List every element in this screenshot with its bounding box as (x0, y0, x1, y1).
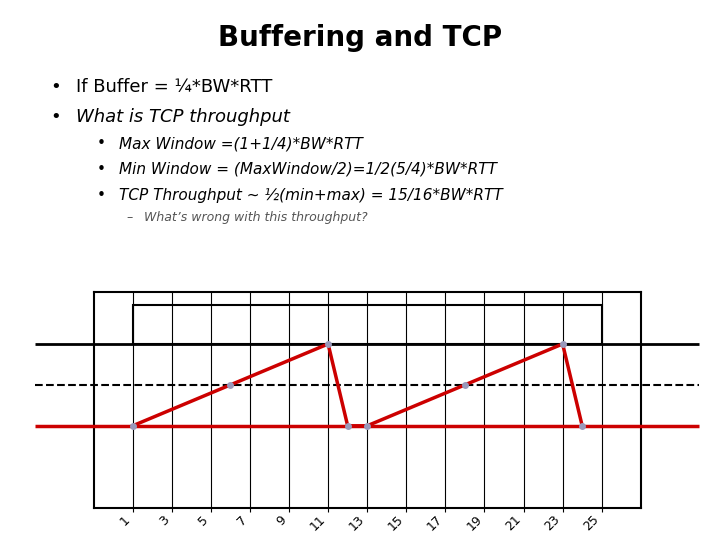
Point (323, 340, 334, 348)
Point (459, 381, 471, 389)
Bar (132, 305, 602, 344)
Text: Min Window = (MaxWindow/2)=1/2(5/4)*BW*RTT: Min Window = (MaxWindow/2)=1/2(5/4)*BW*R… (119, 162, 497, 177)
Text: TCP Throughput ~ ½(min+max) = 15/16*BW*RTT: TCP Throughput ~ ½(min+max) = 15/16*BW*R… (119, 188, 503, 203)
Point (557, 340, 568, 348)
Text: •: • (97, 136, 107, 151)
Text: •: • (50, 108, 61, 126)
Text: Buffering and TCP: Buffering and TCP (218, 24, 502, 52)
Point (361, 421, 373, 430)
Text: •: • (50, 78, 61, 96)
Text: What’s wrong with this throughput?: What’s wrong with this throughput? (144, 211, 368, 224)
Point (577, 421, 588, 430)
Text: •: • (97, 162, 107, 177)
Text: What is TCP throughput: What is TCP throughput (76, 108, 289, 126)
Point (127, 421, 138, 430)
Point (225, 381, 236, 389)
Text: Max Window =(1+1/4)*BW*RTT: Max Window =(1+1/4)*BW*RTT (119, 136, 363, 151)
Point (342, 421, 354, 430)
Text: –: – (126, 211, 132, 224)
Text: If Buffer = ¼*BW*RTT: If Buffer = ¼*BW*RTT (76, 78, 272, 96)
Text: •: • (97, 188, 107, 203)
